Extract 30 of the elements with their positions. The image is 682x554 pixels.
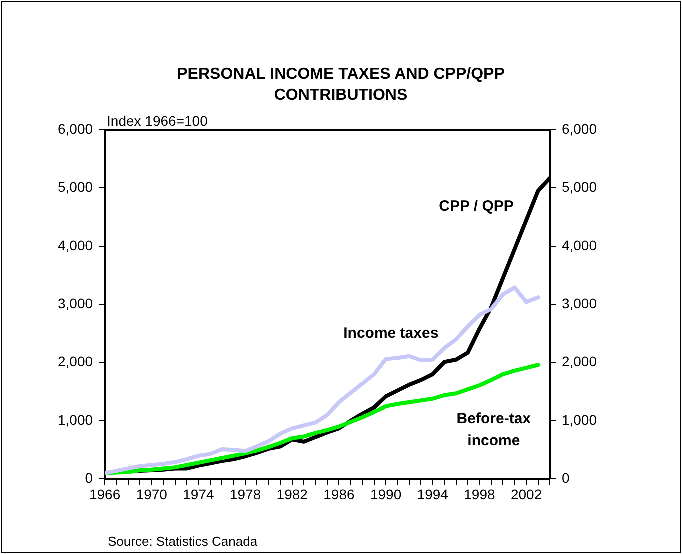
y2-tick-label: 3,000 bbox=[562, 295, 598, 312]
y2-tick-label: 1,000 bbox=[562, 412, 598, 428]
chart-title: PERSONAL INCOME TAXES AND CPP/QPP CONTRIBUTIONS bbox=[176, 65, 506, 106]
x-tick-label: 1974 bbox=[183, 486, 214, 502]
x-tick-label: 1978 bbox=[230, 486, 262, 502]
y-tick-label: 5,000 bbox=[58, 179, 94, 196]
series-label: Income taxes bbox=[344, 325, 439, 342]
y2-tick-label: 2,000 bbox=[562, 354, 598, 370]
x-tick-label: 1970 bbox=[136, 486, 168, 502]
x-tick-label: 1998 bbox=[464, 486, 496, 502]
y-tick-label: 0 bbox=[85, 470, 94, 486]
x-tick-label: 1966 bbox=[89, 486, 121, 502]
y-tick-label: 1,000 bbox=[58, 412, 94, 428]
series-label: Before-tax income bbox=[456, 410, 532, 450]
y-tick-label: 3,000 bbox=[58, 295, 94, 312]
y-axis-title: Index 1966=100 bbox=[107, 112, 208, 129]
y2-tick-label: 6,000 bbox=[562, 120, 598, 137]
source-note: Source: Statistics Canada bbox=[108, 534, 258, 549]
series-label: CPP / QPP bbox=[439, 198, 514, 215]
y-tick-label: 2,000 bbox=[58, 354, 94, 370]
x-tick-label: 2002 bbox=[510, 486, 542, 502]
y2-tick-label: 5,000 bbox=[562, 179, 598, 196]
x-tick-label: 1982 bbox=[276, 486, 308, 502]
y-tick-label: 4,000 bbox=[58, 237, 94, 254]
y-tick-label: 6,000 bbox=[58, 120, 94, 137]
y2-tick-label: 4,000 bbox=[562, 237, 598, 254]
x-tick-label: 1990 bbox=[370, 486, 402, 502]
y2-tick-label: 0 bbox=[562, 470, 570, 486]
x-tick-label: 1986 bbox=[324, 486, 355, 502]
x-tick-label: 1994 bbox=[417, 486, 449, 502]
